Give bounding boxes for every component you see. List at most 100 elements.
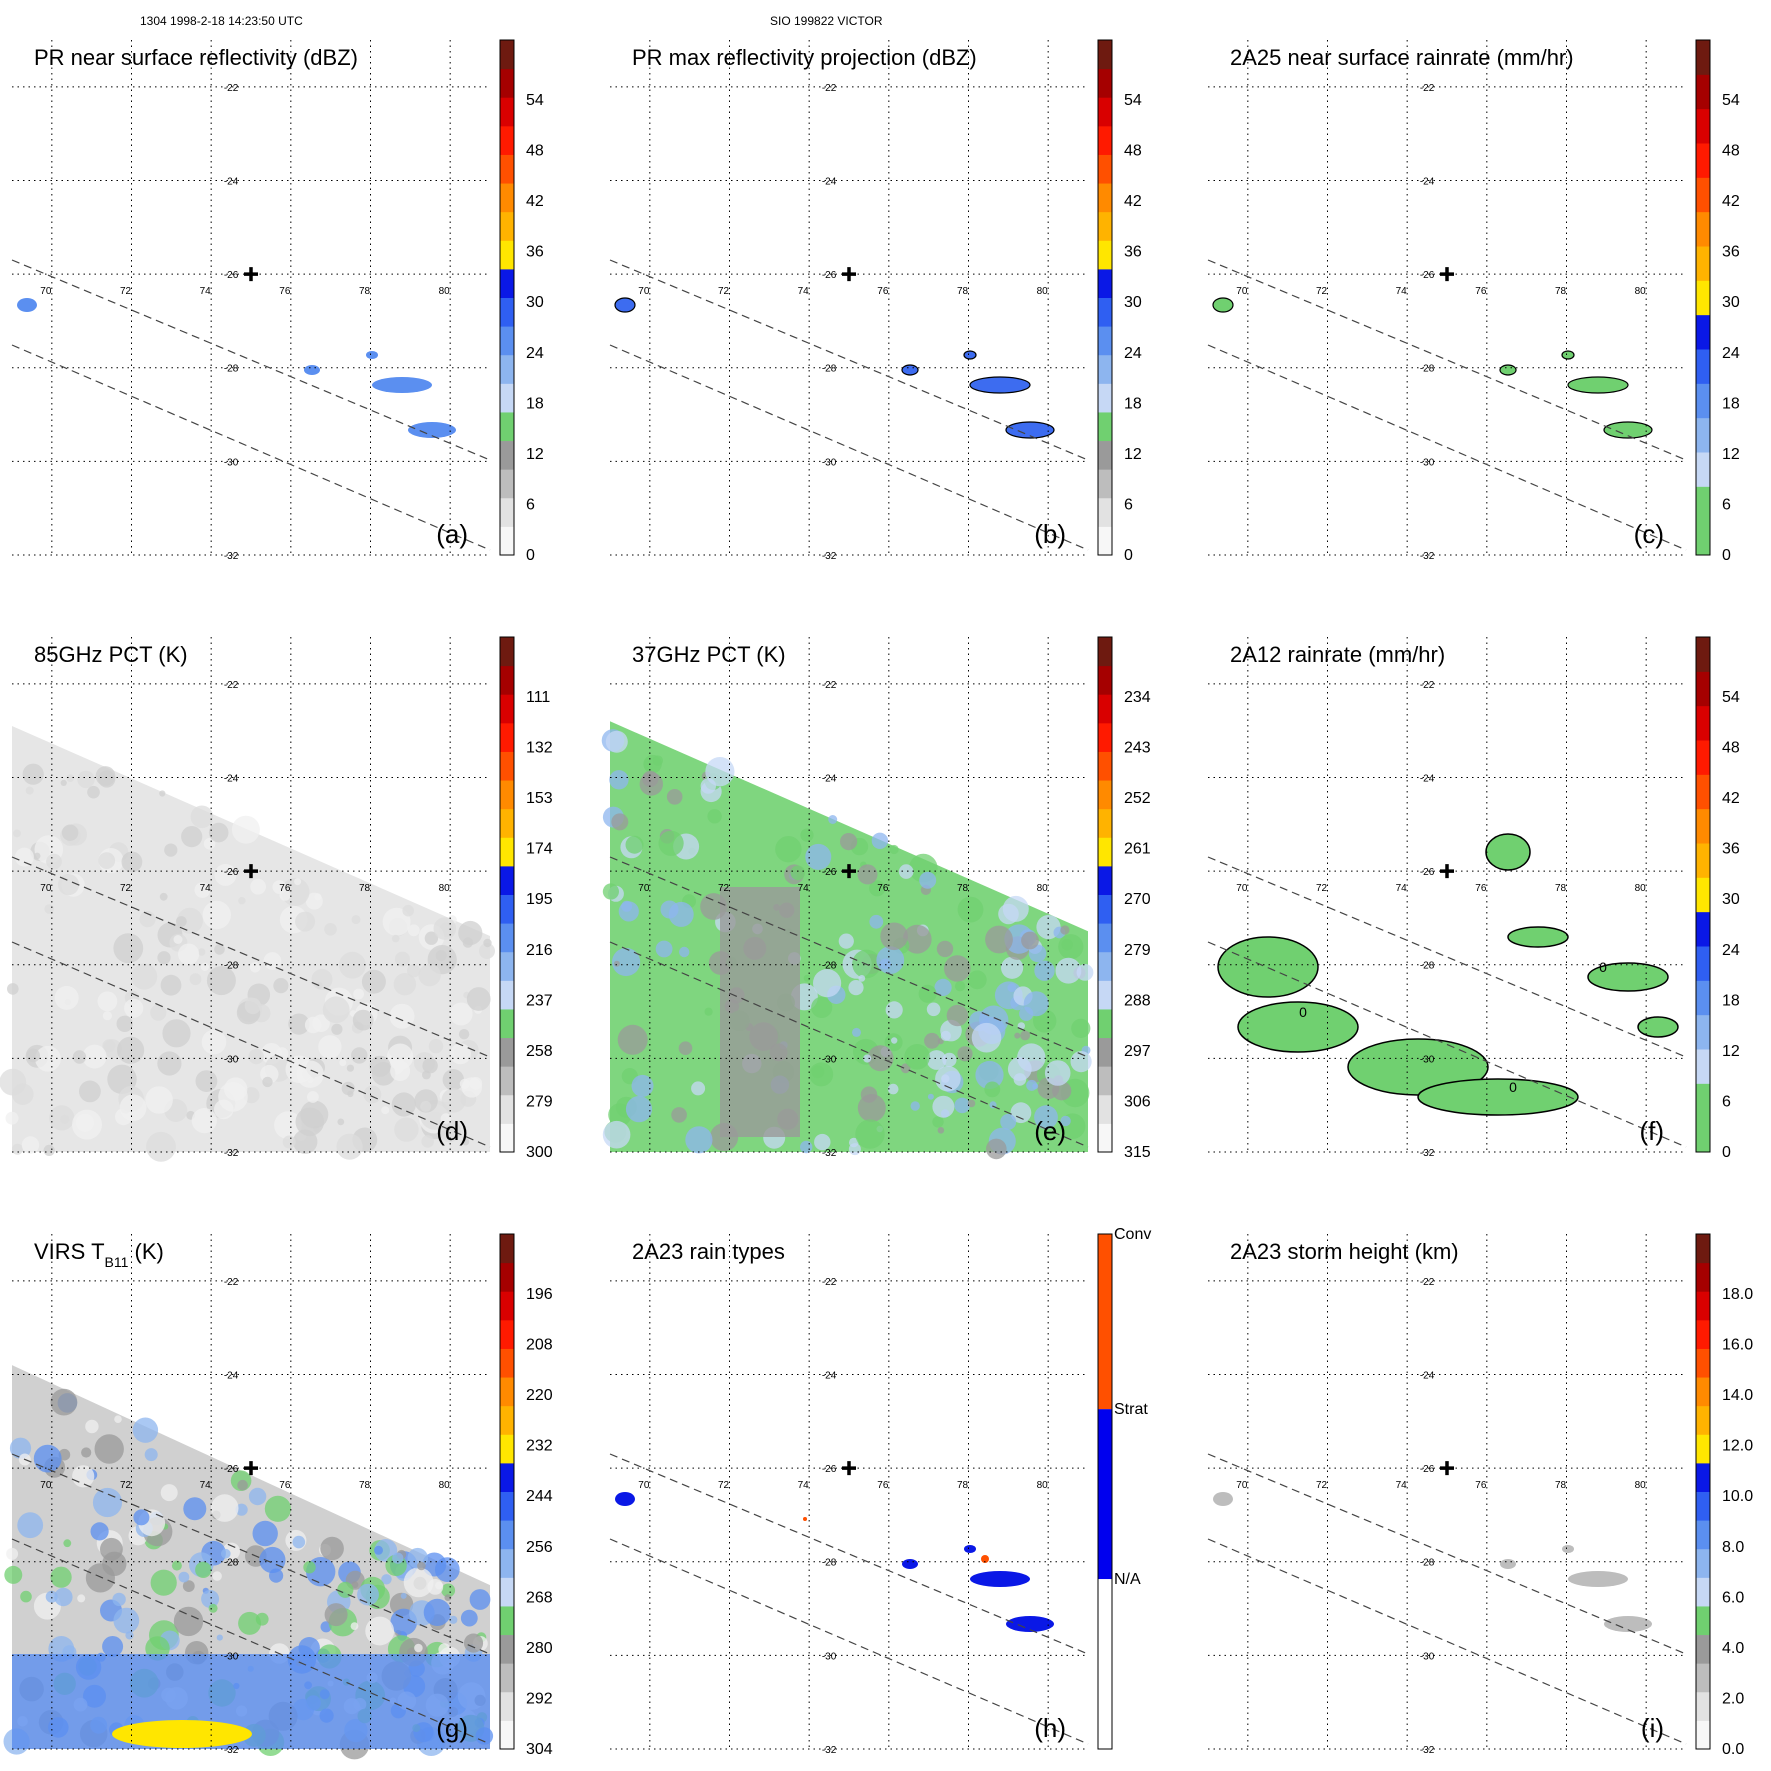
colorbar-segment [1696,40,1710,75]
pixel-blob [611,813,629,831]
pixel-blob [231,815,260,844]
pixel-blob [1060,1115,1071,1127]
colorbar-segment [500,354,514,384]
pixel-blob [444,1594,452,1601]
pixel-blob [462,937,474,948]
rain-blob [970,1571,1030,1587]
lon-tick-label: 70 [638,286,650,297]
pixel-blob [255,1612,269,1626]
lat-tick-label: -26 [224,867,239,878]
colorbar-frame [499,1233,515,1750]
pixel-blob [171,1560,182,1571]
pixel-blob [178,943,200,965]
pixel-blob [424,931,439,945]
pixel-blob [35,1045,61,1072]
pixel-blob [175,916,187,927]
colorbar-segment [1696,946,1710,981]
pixel-blob [264,1495,291,1522]
lon-tick-label: 74 [200,286,212,297]
colorbar-segment [1098,297,1112,327]
pixel-blob [44,904,54,914]
rain-blob [1213,1492,1233,1506]
pixel-blob [182,1580,195,1592]
lat-tick-label: -30 [224,457,239,468]
pixel-blob [658,830,684,856]
pixel-blob [1021,931,1039,950]
pixel-blob [113,933,144,964]
pixel-blob [218,1082,248,1112]
colorbar-segment [500,780,514,810]
colorbar-segment [500,326,514,356]
pixel-blob [6,1547,19,1560]
colorbar-segment [1696,1319,1710,1349]
colorbar-tick-label: 30 [1124,294,1142,311]
colorbar-tick-label: 12 [1124,446,1142,463]
colorbar-segment [500,923,514,953]
colorbar-segment [500,40,514,70]
lat-tick-label: -32 [822,551,837,562]
pixel-blob [339,1059,347,1067]
lon-tick-label: 76 [1475,286,1487,297]
pixel-blob [402,904,415,917]
lon-tick-label: 74 [798,286,810,297]
pixel-blob [840,833,858,851]
pixel-blob [898,864,914,879]
pixel-blob [602,883,620,900]
lon-tick-label: 74 [1396,883,1408,894]
colorbar-segment [1098,97,1112,127]
pixel-blob [144,1448,158,1462]
colorbar-segment [500,1319,514,1349]
colorbar-segment [500,440,514,470]
pixel-blob [274,1111,302,1140]
colorbar-segment [1098,780,1112,810]
colorbar-tick-label: 196 [526,1286,553,1303]
colorbar-tick-label: 237 [526,992,553,1009]
colorbar-tick-label: 18 [1124,395,1142,412]
panel-title-e: 37GHz PCT (K) [632,642,786,667]
lon-tick-label: 74 [798,883,810,894]
lat-tick-label: -32 [822,1745,837,1756]
pixel-blob [238,897,246,905]
lon-tick-label: 78 [957,286,969,297]
colorbar-segment [500,1123,514,1153]
swath-edge-south [609,941,1089,1148]
colorbar-segment [1696,1049,1710,1084]
colorbar-tick-label: 54 [1124,92,1142,109]
pixel-blob [652,755,663,766]
lat-tick-label: -30 [1420,1651,1435,1662]
pixel-blob [33,852,41,860]
pixel-blob [119,1094,147,1122]
colorbar-tick-label: 243 [1124,740,1151,757]
colorbar-segment [1696,1634,1710,1664]
lon-tick-label: 78 [957,883,969,894]
pixel-blob [1028,944,1047,963]
lon-tick-label: 80 [1635,883,1647,894]
colorbar-segment [500,1663,514,1693]
pixel-blob [986,1138,1007,1160]
pixel-blob [208,822,229,843]
lat-tick-label: -22 [822,1277,837,1288]
colorbar-tick-label: 16.0 [1722,1337,1753,1354]
rain-blob [1603,421,1653,439]
colorbar-tick-label: 0 [1722,1144,1731,1161]
pixel-blob [183,1497,207,1521]
pixel-blob [20,1590,32,1603]
pixel-blob [11,1083,34,1105]
colorbar-tick-label: 292 [526,1690,553,1707]
colorbar-tick-label: 220 [526,1387,553,1404]
pixel-blob [421,1135,435,1148]
pixel-blob [50,1388,78,1416]
colorbar-segment [500,154,514,184]
colorbar-segment [1098,1037,1112,1067]
colorbar-tick-label: 42 [1124,193,1142,210]
colorbar-tick-label: 6 [1722,1093,1731,1110]
pixel-blob [49,1105,75,1131]
pixel-blob [114,1415,122,1423]
rain-blob [17,298,37,312]
pixel-blob [374,1545,383,1555]
pixel-blob [181,826,203,848]
colorbar-frame [1695,636,1711,1153]
lon-tick-label: 72 [718,286,730,297]
storm-center-marker [1440,267,1454,282]
colorbar-tick-label: 36 [1722,841,1740,858]
